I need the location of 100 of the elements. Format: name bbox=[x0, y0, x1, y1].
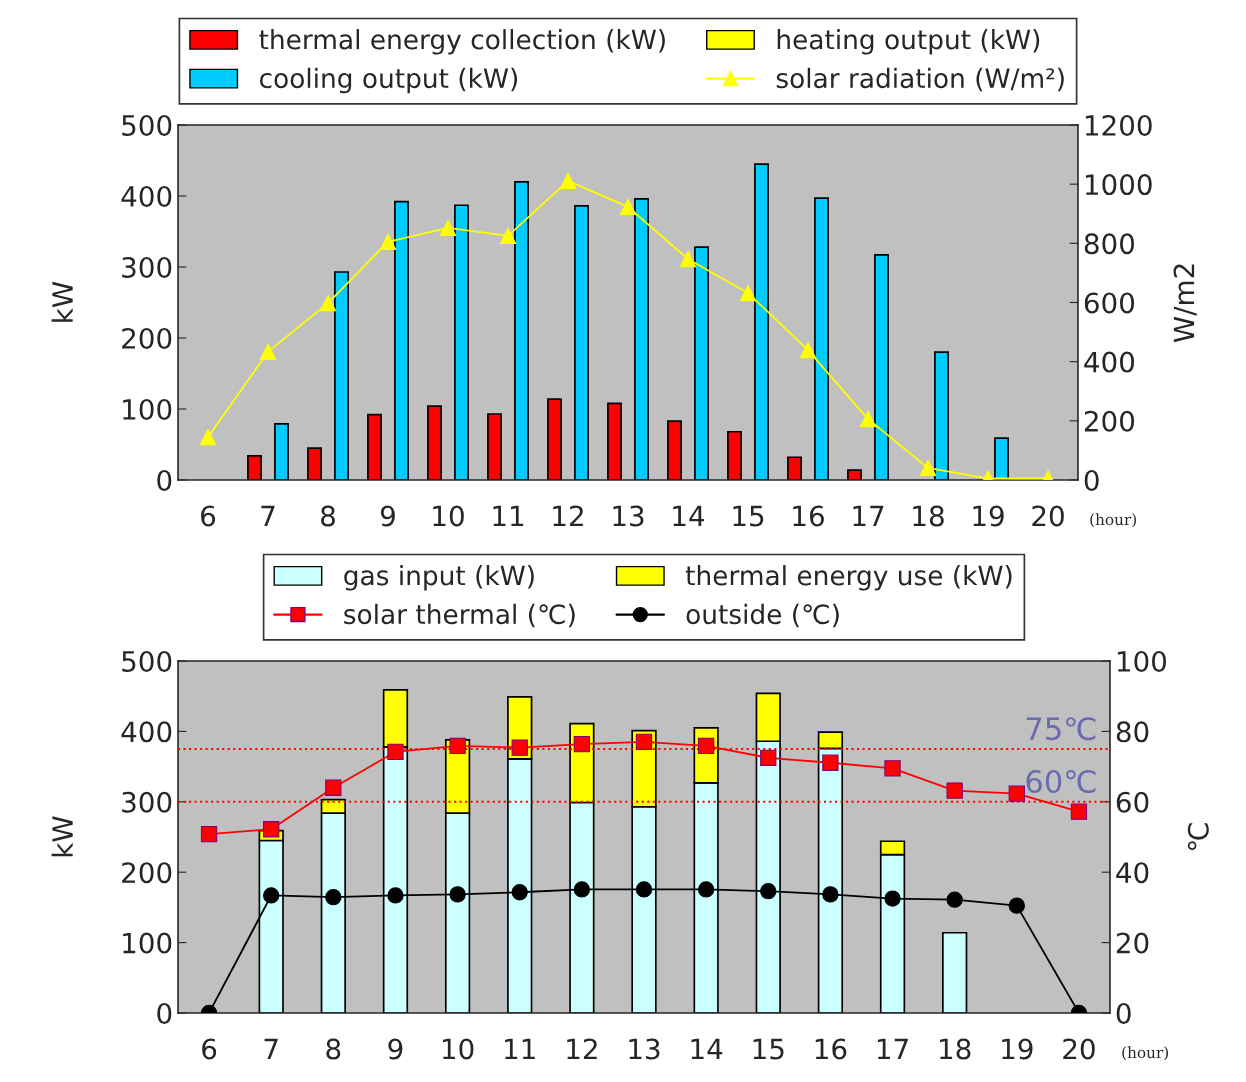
point bbox=[387, 743, 404, 760]
point bbox=[200, 826, 218, 843]
x-tick-label: 15 bbox=[753, 1038, 784, 1060]
bar bbox=[942, 931, 968, 1013]
y2-tick-label: 800 bbox=[1084, 233, 1135, 255]
text: (hour) bbox=[1122, 1046, 1168, 1061]
x-tick-label: 7 bbox=[264, 1038, 278, 1060]
point bbox=[919, 459, 937, 477]
point bbox=[635, 881, 653, 898]
x-tick-label: 16 bbox=[815, 1038, 847, 1060]
legend-label: thermal energy use (kW) bbox=[685, 565, 1012, 591]
point bbox=[325, 889, 342, 906]
point bbox=[263, 821, 280, 838]
x-tick-label: 18 bbox=[940, 1038, 971, 1060]
x-tick-label: 11 bbox=[505, 1038, 535, 1060]
legend-label: solar thermal (℃) bbox=[344, 603, 575, 628]
y-axis-title: kW bbox=[51, 816, 73, 857]
point bbox=[449, 886, 466, 903]
bar bbox=[247, 455, 262, 480]
x-tick-label: 15 bbox=[733, 505, 764, 527]
point bbox=[263, 887, 280, 904]
point bbox=[449, 737, 466, 754]
legend-label: outside (℃) bbox=[686, 603, 839, 628]
x-tick-label: 19 bbox=[973, 505, 1004, 527]
x-tick-label: 18 bbox=[913, 505, 944, 527]
bar bbox=[934, 351, 949, 480]
y2-tick-label: 1200 bbox=[1085, 114, 1152, 136]
x-tick-label: 13 bbox=[629, 1038, 660, 1060]
x-tick-label: 17 bbox=[853, 505, 884, 527]
y2-axis-title: ℃ bbox=[1187, 823, 1209, 850]
bar bbox=[454, 204, 469, 480]
point bbox=[1008, 897, 1025, 914]
y-tick-label: 500 bbox=[122, 114, 172, 136]
bar bbox=[427, 405, 442, 480]
y2-tick-label: 200 bbox=[1084, 410, 1135, 432]
point bbox=[679, 250, 697, 268]
y-tick-label: 200 bbox=[122, 862, 172, 884]
point bbox=[511, 739, 528, 756]
legend-label: solar radiation (W/m²) bbox=[776, 67, 1064, 92]
point bbox=[1008, 785, 1025, 802]
y2-tick-label: 60 bbox=[1116, 791, 1149, 813]
y2-axis-title: W/m2 bbox=[1173, 264, 1197, 343]
ref-line-label: 75℃ bbox=[1026, 717, 1096, 741]
point bbox=[697, 737, 715, 754]
x-tick-label: 8 bbox=[321, 505, 335, 527]
bar bbox=[694, 246, 709, 480]
point bbox=[884, 760, 901, 777]
point bbox=[559, 172, 577, 190]
point bbox=[760, 749, 777, 766]
y-tick-label: 100 bbox=[123, 932, 172, 954]
x-tick-label: 12 bbox=[567, 1038, 597, 1060]
bar bbox=[787, 456, 802, 480]
bar bbox=[607, 402, 622, 480]
y2-tick-label: 20 bbox=[1116, 932, 1149, 954]
x-tick-label: 10 bbox=[433, 505, 464, 527]
point bbox=[619, 198, 637, 216]
x-tick-label: 17 bbox=[877, 1038, 908, 1060]
y-tick-label: 0 bbox=[157, 469, 172, 491]
point bbox=[199, 428, 217, 446]
point bbox=[259, 343, 277, 361]
y2-tick-label: 400 bbox=[1084, 351, 1135, 373]
y-tick-label: 300 bbox=[122, 791, 172, 813]
bar bbox=[994, 437, 1009, 480]
x-tick-label: 14 bbox=[691, 1038, 723, 1060]
point bbox=[573, 881, 591, 898]
x-tick-label: 12 bbox=[553, 505, 583, 527]
point bbox=[822, 754, 839, 771]
y-tick-label: 200 bbox=[122, 327, 172, 349]
x-tick-label: 9 bbox=[388, 1038, 403, 1060]
x-tick-label: 9 bbox=[380, 505, 395, 527]
x-tick-label: 10 bbox=[442, 1038, 474, 1060]
bar bbox=[847, 469, 862, 480]
y-axis-title: kW bbox=[51, 281, 73, 322]
bar bbox=[394, 200, 409, 480]
x-tick-label: 11 bbox=[493, 505, 524, 527]
y-tick-label: 100 bbox=[123, 398, 172, 420]
point bbox=[573, 735, 591, 753]
ref-line-label: 60℃ bbox=[1026, 769, 1096, 794]
point bbox=[946, 782, 963, 799]
point bbox=[760, 883, 777, 900]
x-tick-label: 6 bbox=[202, 1038, 217, 1060]
legend-label: cooling output (kW) bbox=[260, 67, 518, 94]
point bbox=[739, 284, 757, 302]
y2-tick-label: 0 bbox=[1084, 469, 1099, 491]
y2-tick-label: 600 bbox=[1084, 292, 1135, 314]
point bbox=[511, 884, 528, 901]
point bbox=[1070, 803, 1088, 820]
x-tick-label: 20 bbox=[1032, 505, 1064, 527]
x-tick-label: 13 bbox=[613, 505, 644, 527]
x-tick-label: 19 bbox=[1002, 1038, 1033, 1060]
bar bbox=[274, 423, 289, 480]
bar bbox=[574, 205, 589, 480]
y-tick-label: 300 bbox=[122, 256, 172, 278]
y-tick-label: 400 bbox=[121, 721, 172, 743]
x-tick-label: 14 bbox=[673, 505, 705, 527]
point bbox=[499, 227, 517, 245]
bar bbox=[487, 413, 502, 480]
point bbox=[822, 886, 839, 903]
y2-tick-label: 0 bbox=[1116, 1002, 1131, 1024]
x-tick-label: 20 bbox=[1063, 1038, 1095, 1060]
